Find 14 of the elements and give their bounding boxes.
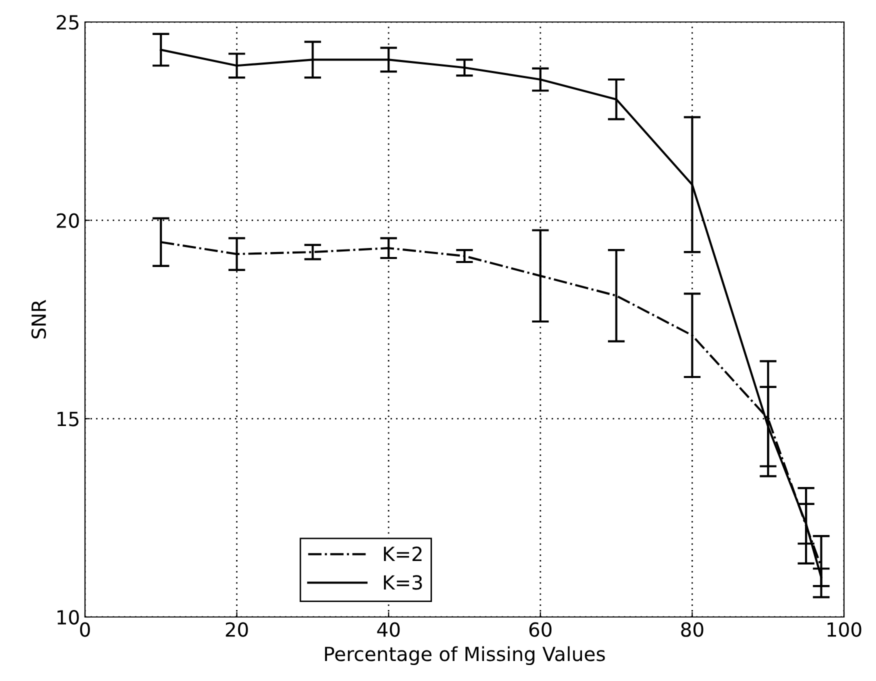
x-tick-label: 80 [681,622,704,637]
x-tick-label: 40 [377,622,400,637]
x-tick-label: 0 [80,622,90,637]
legend-label: K=3 [384,575,422,590]
y-axis-title: SNR [31,300,46,338]
y-tick-label: 25 [56,14,78,30]
x-tick-label: 100 [828,622,862,637]
y-tick-label: 20 [56,213,79,228]
legend-label: K=2 [384,546,422,561]
y-tick-label: 15 [58,412,78,426]
x-tick-label: 60 [529,622,552,637]
x-tick-label: 20 [226,622,248,637]
y-tick-label: 10 [58,610,79,625]
x-axis-title: Percentage of Missing Values [325,646,605,666]
